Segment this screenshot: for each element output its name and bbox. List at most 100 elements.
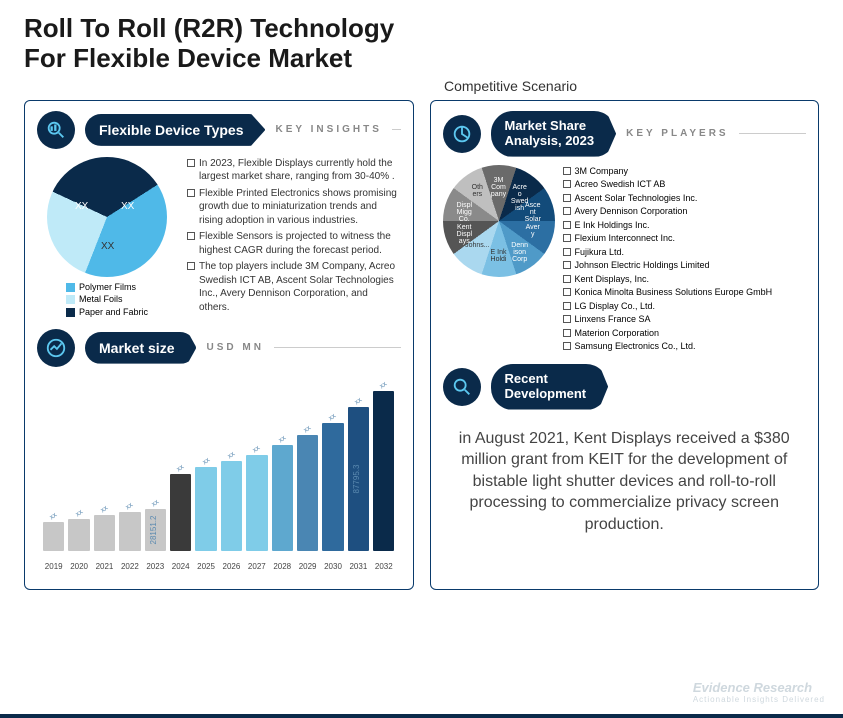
legend-swatch <box>66 295 75 304</box>
bar-top-label: xx <box>176 463 186 473</box>
ms-line2: Analysis, 2023 <box>505 133 595 148</box>
bullet-icon <box>563 207 571 215</box>
bar-slot: xx <box>43 513 64 551</box>
year-label: 2019 <box>43 562 64 571</box>
bar-slot: xx <box>221 452 242 551</box>
bar-slot: xx <box>246 446 267 551</box>
year-label: 2026 <box>221 562 242 571</box>
bar <box>246 455 267 551</box>
bullet-icon <box>563 194 571 202</box>
bar-slot: xx <box>195 458 216 550</box>
bar-side-value: 87795.3 <box>352 464 361 493</box>
legend-row: Paper and Fabric <box>66 306 148 319</box>
bar <box>272 445 293 551</box>
key-players-list: 3M CompanyAcreo Swedish ICT ABAscent Sol… <box>563 165 773 354</box>
rule-line <box>392 129 401 130</box>
bullet-icon <box>563 234 571 242</box>
section-caption-usd: USD MN <box>206 342 263 353</box>
year-label: 2031 <box>348 562 369 571</box>
section-title-market-size: Market size <box>85 332 196 364</box>
section-caption-players: KEY PLAYERS <box>626 128 728 139</box>
insight-item: Flexible Sensors is projected to witness… <box>187 230 401 257</box>
bar-slot: xx <box>170 465 191 551</box>
legend-text: Metal Foils <box>79 293 123 306</box>
bar <box>170 474 191 551</box>
year-axis: 2019202020212022202320242025202620272028… <box>43 562 395 571</box>
legend-swatch <box>66 283 75 292</box>
year-label: 2028 <box>272 562 293 571</box>
bar-slot: xx <box>322 414 343 551</box>
rule-line <box>739 133 806 134</box>
market-size-chart: xxxxxxxxxx28151.2xxxxxxxxxxxxxxxx87795.3… <box>37 375 401 575</box>
bar-slot: xx <box>94 506 115 550</box>
bar <box>43 522 64 551</box>
columns: Flexible Device Types KEY INSIGHTS XXXXX… <box>24 100 819 590</box>
player-name: E Ink Holdings Inc. <box>575 219 650 233</box>
player-name: Johnson Electric Holdings Limited <box>575 259 710 273</box>
watermark-tag: Actionable Insights Delivered <box>693 695 825 704</box>
section-caption-insights: KEY INSIGHTS <box>275 124 381 135</box>
section-title-market-share: Market Share Analysis, 2023 <box>491 111 617 157</box>
player-item: Materion Corporation <box>563 327 773 341</box>
bullet-icon <box>563 288 571 296</box>
bar-top-label: xx <box>49 511 59 521</box>
player-item: Ascent Solar Technologies Inc. <box>563 192 773 206</box>
year-label: 2030 <box>322 562 343 571</box>
bullet-icon <box>187 189 195 197</box>
insight-item: In 2023, Flexible Displays currently hol… <box>187 157 401 184</box>
year-label: 2021 <box>94 562 115 571</box>
bar-top-label: xx <box>252 444 262 454</box>
bullet-icon <box>563 261 571 269</box>
market-share-pie: 3MCompanyAcreoSwedishAscentSolarAveryDen… <box>443 165 555 277</box>
player-item: LG Display Co., Ltd. <box>563 300 773 314</box>
player-item: Acreo Swedish ICT AB <box>563 178 773 192</box>
player-name: Acreo Swedish ICT AB <box>575 178 666 192</box>
player-item: Fujikura Ltd. <box>563 246 773 260</box>
bar: 28151.2 <box>145 509 166 551</box>
bullet-icon <box>563 221 571 229</box>
key-insights-list: In 2023, Flexible Displays currently hol… <box>187 157 401 318</box>
pie2-slice-label: KentDisplays <box>450 224 478 245</box>
legend-text: Polymer Films <box>79 281 136 294</box>
bullet-icon <box>563 167 571 175</box>
bar-slot: xx <box>297 426 318 550</box>
year-label: 2025 <box>195 562 216 571</box>
pie2-slice-label: Avery <box>519 224 547 238</box>
bullet-icon <box>563 248 571 256</box>
footer-bar <box>0 714 843 718</box>
player-item: Samsung Electronics Co., Ltd. <box>563 340 773 354</box>
player-item: Kent Displays, Inc. <box>563 273 773 287</box>
rule-line <box>274 347 401 348</box>
player-item: Johnson Electric Holdings Limited <box>563 259 773 273</box>
bar-top-label: xx <box>100 505 110 515</box>
infographic-root: Roll To Roll (R2R) Technology For Flexib… <box>0 0 843 604</box>
device-types-legend: Polymer FilmsMetal FoilsPaper and Fabric <box>66 281 148 319</box>
pie2-slice-label: E InkHoldi <box>485 249 513 263</box>
bar <box>297 435 318 550</box>
insight-text: Flexible Printed Electronics shows promi… <box>199 187 401 228</box>
title-line-2: For Flexible Device Market <box>24 43 352 73</box>
bar-top-label: xx <box>150 499 160 509</box>
legend-swatch <box>66 308 75 317</box>
player-name: Fujikura Ltd. <box>575 246 625 260</box>
bar-side-value: 28151.2 <box>149 515 158 544</box>
page-title: Roll To Roll (R2R) Technology For Flexib… <box>24 14 819 74</box>
pie-icon <box>443 115 481 153</box>
player-name: 3M Company <box>575 165 629 179</box>
legend-row: Polymer Films <box>66 281 148 294</box>
title-line-1: Roll To Roll (R2R) Technology <box>24 13 394 43</box>
bullet-icon <box>563 275 571 283</box>
pie-slice-label: XX <box>121 201 134 212</box>
bar-top-label: xx <box>227 451 237 461</box>
bar-slot: xx <box>68 510 89 551</box>
bullet-icon <box>563 180 571 188</box>
rd-line1: Recent <box>505 371 548 386</box>
bar <box>68 519 89 551</box>
bar-slot: xx 28151.2 <box>145 500 166 551</box>
watermark: Evidence Research Actionable Insights De… <box>693 680 825 704</box>
section-title-device-types: Flexible Device Types <box>85 114 265 146</box>
player-name: Flexium Interconnect Inc. <box>575 232 676 246</box>
section-header-recent-dev: Recent Development <box>443 364 807 410</box>
player-name: Ascent Solar Technologies Inc. <box>575 192 698 206</box>
bullet-icon <box>187 159 195 167</box>
